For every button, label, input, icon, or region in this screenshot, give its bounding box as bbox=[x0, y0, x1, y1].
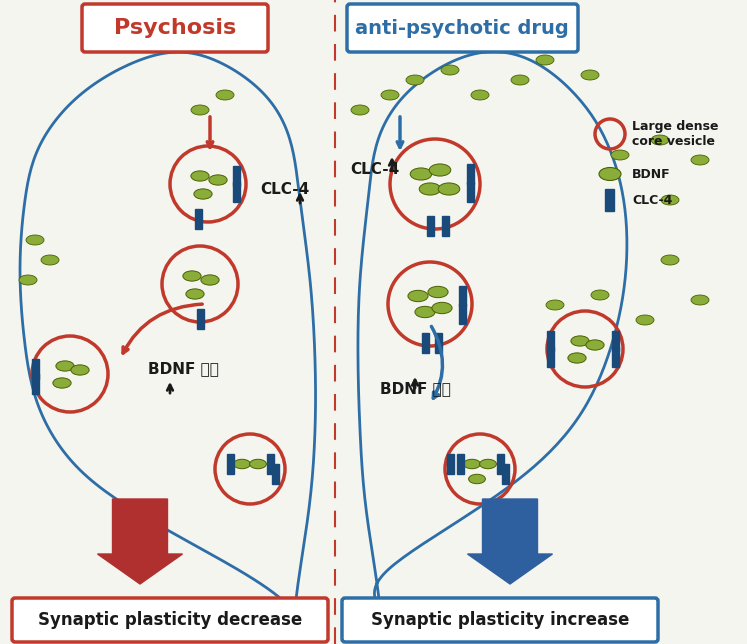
Bar bbox=[605, 189, 614, 211]
Ellipse shape bbox=[408, 290, 428, 301]
Bar bbox=[31, 374, 39, 394]
FancyArrow shape bbox=[468, 499, 553, 584]
Bar bbox=[267, 454, 273, 474]
Text: CLC-4: CLC-4 bbox=[632, 193, 672, 207]
Bar bbox=[427, 216, 433, 236]
FancyArrow shape bbox=[98, 499, 182, 584]
Ellipse shape bbox=[599, 167, 621, 180]
Text: Synaptic plasticity decrease: Synaptic plasticity decrease bbox=[38, 611, 302, 629]
Bar bbox=[547, 347, 554, 367]
Ellipse shape bbox=[468, 474, 486, 484]
Ellipse shape bbox=[56, 361, 74, 371]
Ellipse shape bbox=[381, 90, 399, 100]
Ellipse shape bbox=[511, 75, 529, 85]
Text: Synaptic plasticity increase: Synaptic plasticity increase bbox=[371, 611, 629, 629]
Ellipse shape bbox=[419, 183, 441, 195]
Bar bbox=[497, 454, 503, 474]
Ellipse shape bbox=[186, 289, 204, 299]
Ellipse shape bbox=[611, 150, 629, 160]
FancyBboxPatch shape bbox=[82, 4, 268, 52]
Ellipse shape bbox=[191, 105, 209, 115]
Bar bbox=[612, 347, 619, 367]
Bar bbox=[31, 359, 39, 379]
Ellipse shape bbox=[571, 336, 589, 346]
Bar bbox=[459, 304, 465, 324]
Bar bbox=[271, 464, 279, 484]
Ellipse shape bbox=[586, 340, 604, 350]
Ellipse shape bbox=[591, 290, 609, 300]
Bar bbox=[456, 454, 463, 474]
Bar bbox=[547, 331, 554, 351]
Ellipse shape bbox=[351, 105, 369, 115]
Text: anti-psychotic drug: anti-psychotic drug bbox=[355, 19, 569, 37]
Bar bbox=[194, 209, 202, 229]
Ellipse shape bbox=[546, 300, 564, 310]
Text: Large dense
core vesicle: Large dense core vesicle bbox=[632, 120, 719, 148]
Bar bbox=[421, 333, 429, 353]
Ellipse shape bbox=[406, 75, 424, 85]
Ellipse shape bbox=[691, 155, 709, 165]
Ellipse shape bbox=[430, 164, 450, 176]
Ellipse shape bbox=[216, 90, 234, 100]
Ellipse shape bbox=[410, 168, 432, 180]
Ellipse shape bbox=[209, 175, 227, 185]
Ellipse shape bbox=[183, 271, 201, 281]
Ellipse shape bbox=[636, 315, 654, 325]
Bar bbox=[226, 454, 234, 474]
Ellipse shape bbox=[581, 70, 599, 80]
Text: BDNF 방출: BDNF 방출 bbox=[148, 361, 219, 377]
Ellipse shape bbox=[41, 255, 59, 265]
Ellipse shape bbox=[464, 459, 480, 469]
Bar bbox=[459, 286, 465, 306]
Ellipse shape bbox=[234, 459, 250, 469]
Ellipse shape bbox=[71, 365, 89, 375]
Bar bbox=[435, 333, 441, 353]
Text: BDNF 방출: BDNF 방출 bbox=[380, 381, 451, 397]
Text: CLC-4: CLC-4 bbox=[260, 182, 309, 196]
Bar bbox=[501, 464, 509, 484]
Ellipse shape bbox=[415, 307, 435, 317]
Bar bbox=[447, 454, 453, 474]
Bar bbox=[612, 331, 619, 351]
Ellipse shape bbox=[201, 275, 219, 285]
Ellipse shape bbox=[249, 459, 267, 469]
Bar bbox=[232, 166, 240, 186]
Ellipse shape bbox=[536, 55, 554, 65]
Ellipse shape bbox=[691, 295, 709, 305]
Ellipse shape bbox=[194, 189, 212, 199]
Ellipse shape bbox=[568, 353, 586, 363]
Ellipse shape bbox=[651, 135, 669, 145]
FancyBboxPatch shape bbox=[347, 4, 578, 52]
Ellipse shape bbox=[428, 287, 448, 298]
Ellipse shape bbox=[432, 302, 452, 314]
FancyBboxPatch shape bbox=[12, 598, 328, 642]
Ellipse shape bbox=[26, 235, 44, 245]
Ellipse shape bbox=[19, 275, 37, 285]
Ellipse shape bbox=[661, 255, 679, 265]
Text: Psychosis: Psychosis bbox=[114, 18, 236, 38]
Bar bbox=[466, 182, 474, 202]
Ellipse shape bbox=[471, 90, 489, 100]
Ellipse shape bbox=[480, 459, 497, 469]
Ellipse shape bbox=[441, 65, 459, 75]
Bar bbox=[466, 164, 474, 184]
Text: BDNF: BDNF bbox=[632, 167, 671, 180]
Ellipse shape bbox=[191, 171, 209, 181]
FancyBboxPatch shape bbox=[342, 598, 658, 642]
Bar bbox=[441, 216, 448, 236]
Ellipse shape bbox=[53, 378, 71, 388]
Bar bbox=[232, 182, 240, 202]
Bar bbox=[196, 309, 203, 329]
Ellipse shape bbox=[661, 195, 679, 205]
Text: CLC-4: CLC-4 bbox=[350, 162, 399, 176]
Ellipse shape bbox=[438, 183, 460, 195]
